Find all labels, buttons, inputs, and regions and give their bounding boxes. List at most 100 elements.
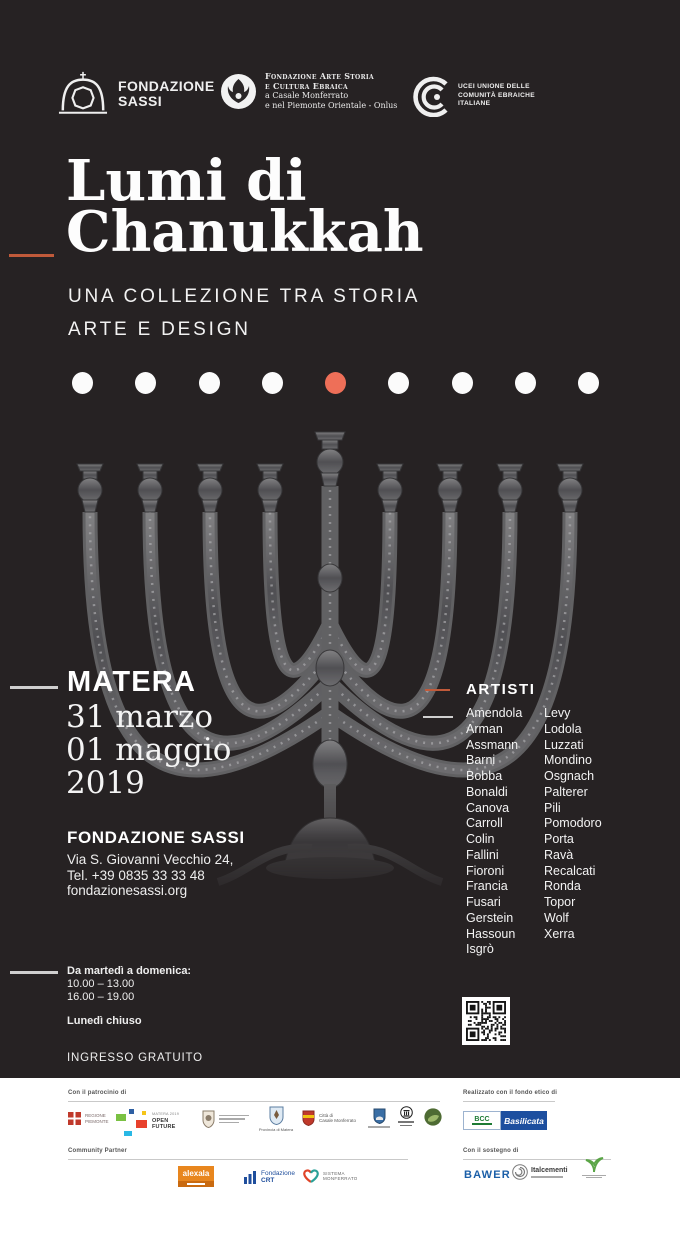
candle-dot [72,372,93,394]
fondazione-arte-storia-logo: Fondazione Arte Storia e Cultura Ebraica… [220,71,397,110]
support-divider [463,1159,611,1160]
artist-name: Topor [544,895,576,909]
bawer-wordmark: BAWER [464,1169,511,1181]
sprout-text-bar [586,1177,602,1179]
admission-label: INGRESSO GRATUITO [67,1052,203,1064]
bawer-logo: BAWER [464,1169,511,1181]
patronage-divider [68,1101,440,1102]
artist-name: Mondino [544,753,592,768]
candle-dot [261,372,283,394]
bcc-line1: BCC [474,1116,490,1123]
crt-line1: Fondazione [261,1170,295,1177]
support-label: Con il sostegno di [463,1148,519,1154]
emblem-text-bar [219,1118,245,1120]
bcc-sub-bar [472,1123,492,1125]
basilicata-box: Basilicata [501,1111,547,1130]
ucei-spiral-icon [413,76,448,117]
artist-name: Hassoun [466,926,516,941]
artist-name: Porta [544,832,574,846]
monferrato-line2: MONFERRATO [323,1176,358,1181]
artist-name: Colin [466,832,495,846]
fondazione-crt-logo: Fondazione CRT [244,1170,295,1184]
green-round-icon [424,1108,442,1126]
artist-name: Carroll [466,816,503,831]
city-dash [10,686,58,689]
artist-name: Bonaldi [466,784,508,799]
matera2019-green-block [116,1114,126,1121]
artists-column-1: Amendola Arman Assmann Barni Bobba Bonaldi Can… [466,706,544,958]
comune-text-bar [368,1126,390,1128]
crt-line2: CRT [261,1177,275,1184]
candle-dot [198,372,220,394]
arte-storia-emblem-icon [221,73,256,109]
green-sprout-logo [582,1156,606,1179]
regione-piemonte-logo: REGIONE PIEMONTE [68,1112,109,1125]
provincia-matera-crest-icon [269,1106,283,1125]
subtitle-line1: UNA COLLEZIONE TRA STORIA [68,286,421,307]
artist-name: Ravà [544,847,574,862]
green-round-logo [424,1108,442,1126]
artist-name: Levy [544,706,571,720]
casale-line1: Città di [319,1112,334,1118]
date-to: 01 maggio [66,732,232,768]
qr-pattern [466,1001,506,1041]
regione-piemonte-shield-icon [68,1112,81,1125]
arte-logo-line3: a Casale Monferrato [265,91,349,100]
artist-name: Arman [466,721,503,736]
artist-name: Amendola [466,706,523,720]
institutional-emblem-logo [202,1110,249,1128]
closed-day: Lunedì chiuso [67,1015,142,1027]
candle-dot [135,372,157,394]
schedule-dash [10,971,58,974]
artists-list: Amendola Arman Assmann Barni Bobba Bonaldi Can… [466,706,602,958]
sprout-text-bar [582,1174,606,1176]
comune-crest-icon [373,1108,385,1124]
schedule-morning: 10.00 – 13.00 [67,978,135,990]
artist-name: Lodola [544,721,582,736]
bcc-box: BCC [463,1111,501,1130]
artist-name: Francia [466,879,508,894]
matera2019-line2: OPEN FUTURE [152,1118,176,1130]
arte-logo-line1: Fondazione Arte Storia [265,71,374,81]
venue-contacts: Via S. Giovanni Vecchio 24, Tel. +39 083… [67,852,233,899]
sprout-icon [585,1157,604,1173]
qr-code [462,997,510,1045]
comune-crest-logo [368,1108,390,1128]
matera2019-yellow-block [142,1111,146,1115]
ucei-logo: UCEI UNIONE DELLE COMUNITÀ EBRAICHE ITAL… [406,75,535,117]
emblem-shield-icon [202,1110,215,1128]
artist-name: Gerstein [466,910,514,925]
sassi-logo-line1: FONDAZIONE [118,78,215,94]
unesco-emblem-logo [398,1106,414,1126]
venue-website: fondazionesassi.org [67,883,188,898]
shamash-dot [325,372,346,394]
sistema-monferrato-logo: SISTEMA MONFERRATO [302,1168,358,1184]
unesco-text-bar [400,1124,412,1126]
event-dates: 31 marzo 01 maggio 2019 [66,701,231,800]
ucei-logo-line2: COMUNITÀ EBRAICHE [458,91,535,99]
patronage-label: Con il patrocinio di [68,1090,127,1096]
provincia-matera-logo: Provincia di Matera [254,1106,298,1132]
fund-label: Realizzato con il fondo etico di [463,1090,558,1096]
title-line1: Lumi di [66,148,307,214]
crt-bars-icon [244,1171,256,1184]
casale-line2: Casale Monferrato [319,1118,357,1123]
matera2019-cyan-block [124,1131,132,1136]
artist-name: Luzzati [544,737,584,752]
artist-name: Assmann [466,737,519,752]
candle-dot [388,372,410,394]
emblem-text-bar [219,1121,239,1124]
artists-accent-dash [425,689,450,691]
artist-name: Ronda [544,879,581,894]
artist-name: Barni [466,753,496,768]
city-label: MATERA [67,666,197,698]
date-from: 31 marzo [66,699,213,735]
title-line2: Chanukkah [66,199,424,265]
regione-line1: REGIONE [85,1113,106,1118]
monferrato-heart-icon [303,1169,319,1183]
menorah-image [76,431,584,886]
candle-dot [451,372,473,394]
artist-name: Wolf [544,910,569,925]
artist-name: Canova [466,800,510,815]
venue-phone: Tel. +39 0835 33 33 48 [67,867,205,883]
